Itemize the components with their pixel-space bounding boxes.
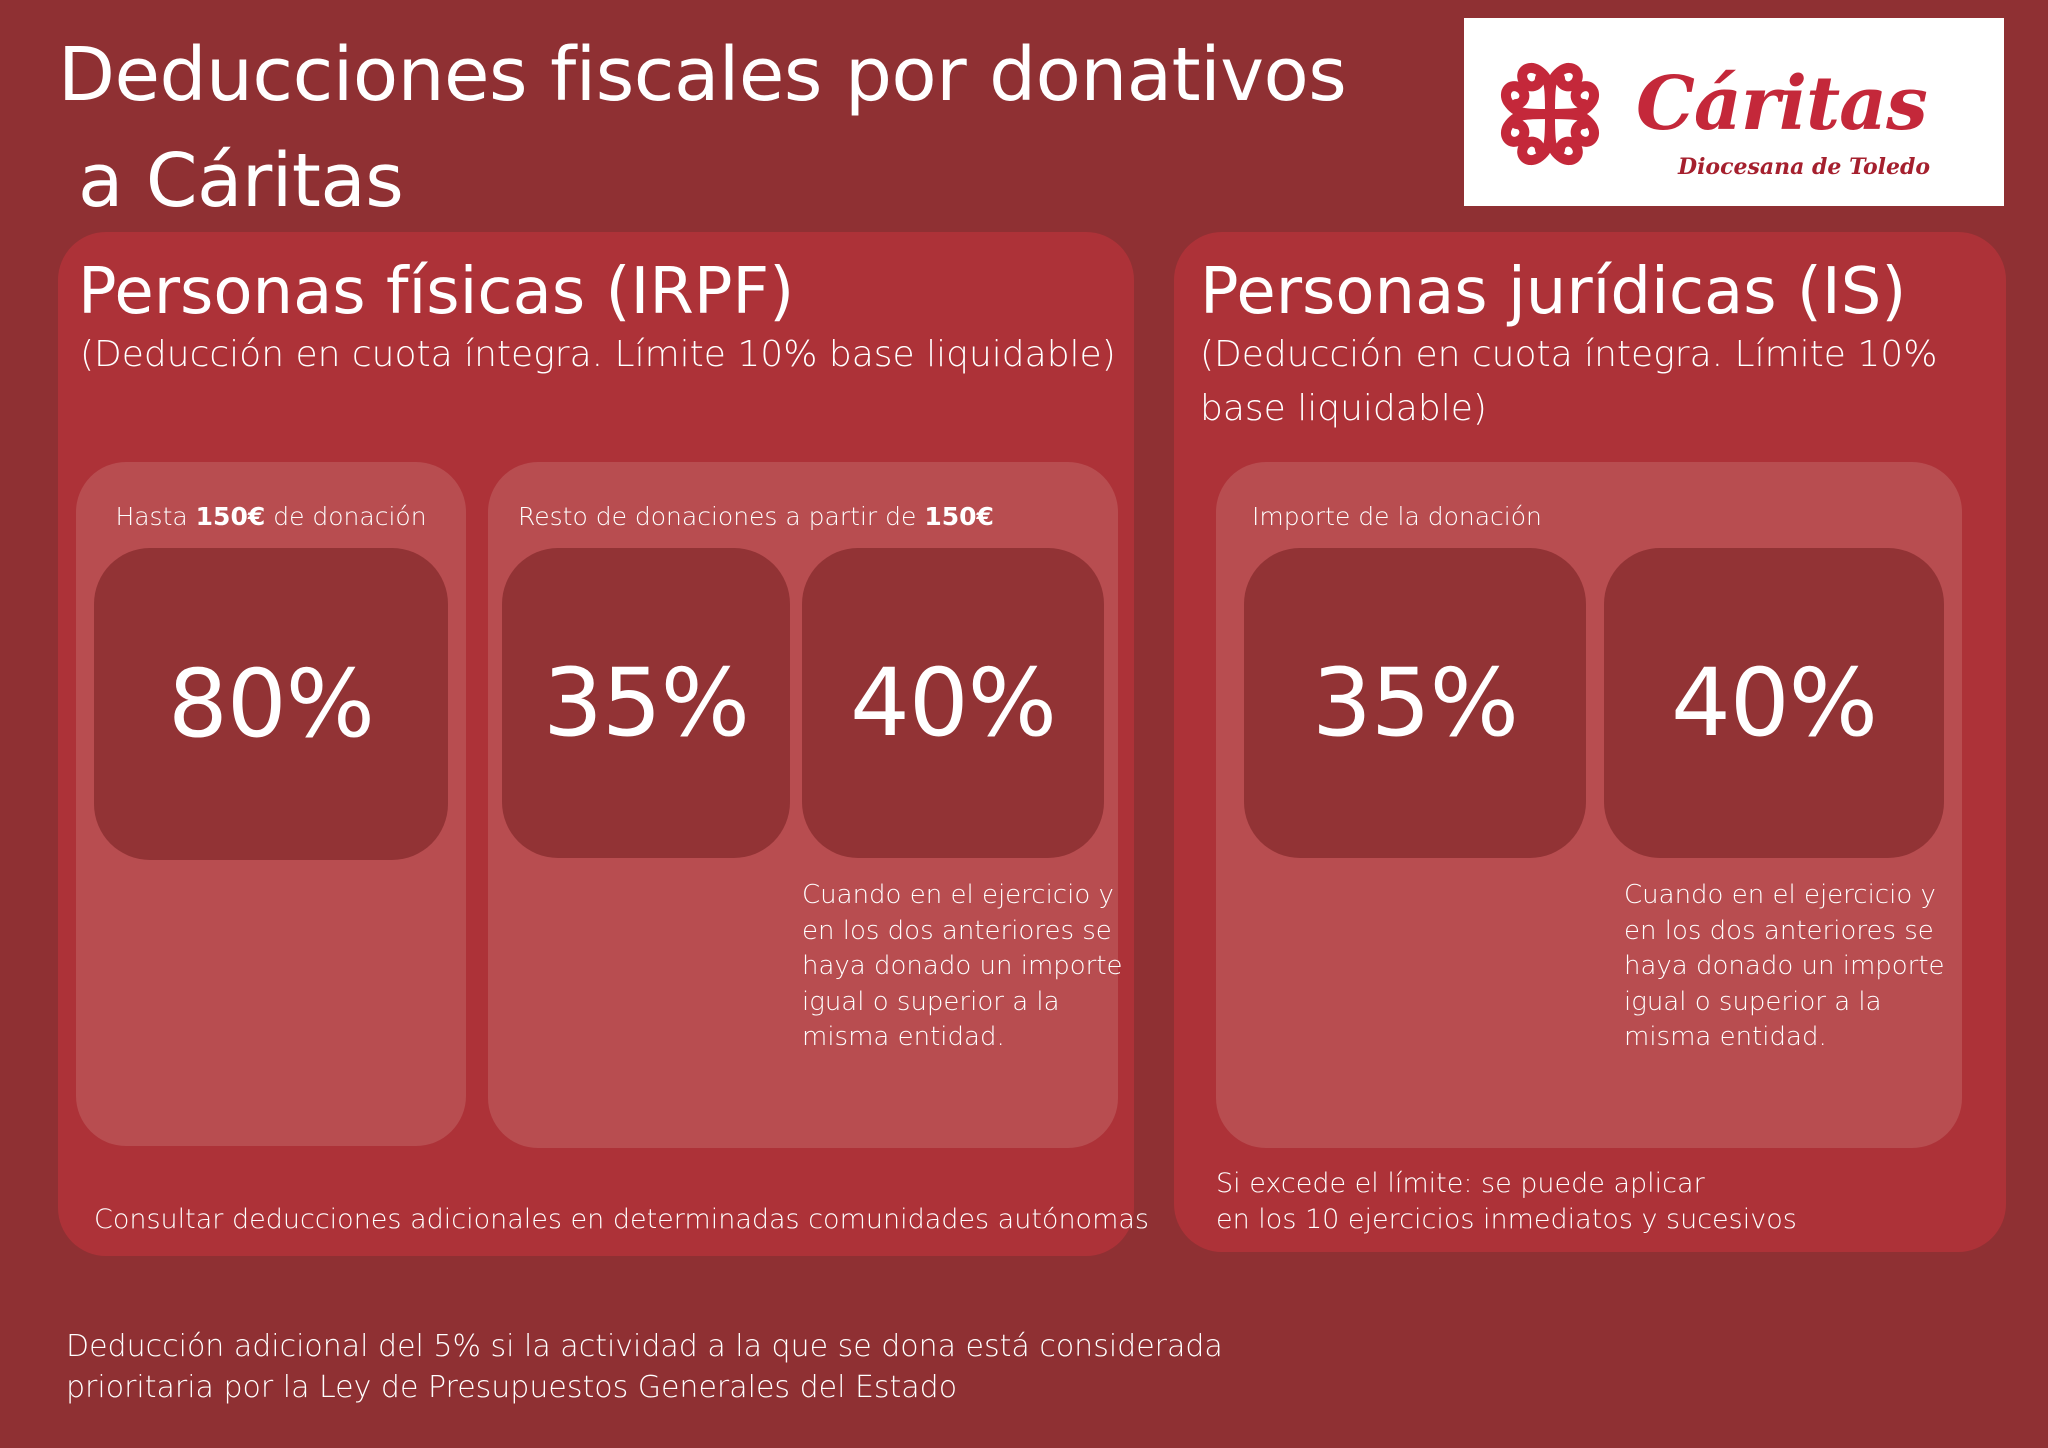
note-line: Cuando en el ejercicio y (1624, 880, 1936, 910)
is-40-condition-note: Cuando en el ejercicio y en los dos ante… (1624, 878, 1945, 1056)
is-value-40: 40% (1604, 548, 1944, 858)
note-line: Cuando en el ejercicio y (802, 880, 1114, 910)
is-value-35: 35% (1244, 548, 1586, 858)
footer-line: Si excede el límite: se puede aplicar (1216, 1168, 1705, 1199)
note-line: haya donado un importe (1624, 951, 1945, 981)
note-line: haya donado un importe (802, 951, 1123, 981)
irpf-subheading: (Deducción en cuota íntegra. Límite 10% … (80, 334, 1116, 375)
irpf-value-35: 35% (502, 548, 790, 858)
caritas-logo: Cáritas Diocesana de Toledo (1464, 18, 2004, 206)
caritas-cross-icon (1500, 62, 1600, 166)
logo-wordmark: Cáritas (1636, 61, 1928, 147)
irpf-footer: Consultar deducciones adicionales en det… (94, 1204, 1149, 1235)
page-title: Deducciones fiscales por donativos a Cár… (58, 22, 1347, 234)
label-amount: 150€ (195, 502, 266, 531)
is-subheading: (Deducción en cuota íntegra. Límite 10% … (1200, 328, 1937, 436)
label-text: Hasta (115, 502, 196, 531)
title-line-2: a Cáritas (78, 138, 404, 224)
subheading-line: base liquidable) (1200, 388, 1487, 429)
note-line: igual o superior a la (802, 986, 1060, 1017)
note-line: prioritaria por la Ley de Presupuestos G… (66, 1370, 958, 1405)
label-amount: 150€ (924, 502, 994, 531)
note-line: en los dos anteriores se (1624, 915, 1934, 946)
irpf-card2-label: Resto de donaciones a partir de 150€ (518, 500, 994, 534)
irpf-card1-label: Hasta 150€ de donación (76, 500, 466, 534)
label-text: Resto de donaciones a partir de (518, 502, 925, 531)
is-footer: Si excede el límite: se puede aplicar en… (1216, 1166, 1797, 1238)
subheading-line: (Deducción en cuota íntegra. Límite 10% (1200, 334, 1938, 375)
additional-deduction-note: Deducción adicional del 5% si la activid… (66, 1326, 1223, 1408)
irpf-40-condition-note: Cuando en el ejercicio y en los dos ante… (802, 878, 1123, 1056)
note-line: Deducción adicional del 5% si la activid… (66, 1329, 1223, 1364)
note-line: misma entidad. (802, 1022, 1005, 1052)
note-line: igual o superior a la (1624, 986, 1882, 1017)
logo-subtitle: Diocesana de Toledo (1678, 154, 1931, 180)
irpf-value-80: 80% (94, 548, 448, 860)
note-line: misma entidad. (1624, 1022, 1827, 1052)
is-card-label: Importe de la donación (1252, 502, 1542, 531)
irpf-value-40: 40% (802, 548, 1104, 858)
is-heading: Personas jurídicas (IS) (1200, 255, 1907, 329)
title-line-1: Deducciones fiscales por donativos (58, 32, 1347, 118)
footer-line: en los 10 ejercicios inmediatos y sucesi… (1216, 1204, 1797, 1235)
label-text: de donación (265, 502, 427, 531)
note-line: en los dos anteriores se (802, 915, 1112, 946)
irpf-heading: Personas físicas (IRPF) (78, 255, 795, 329)
